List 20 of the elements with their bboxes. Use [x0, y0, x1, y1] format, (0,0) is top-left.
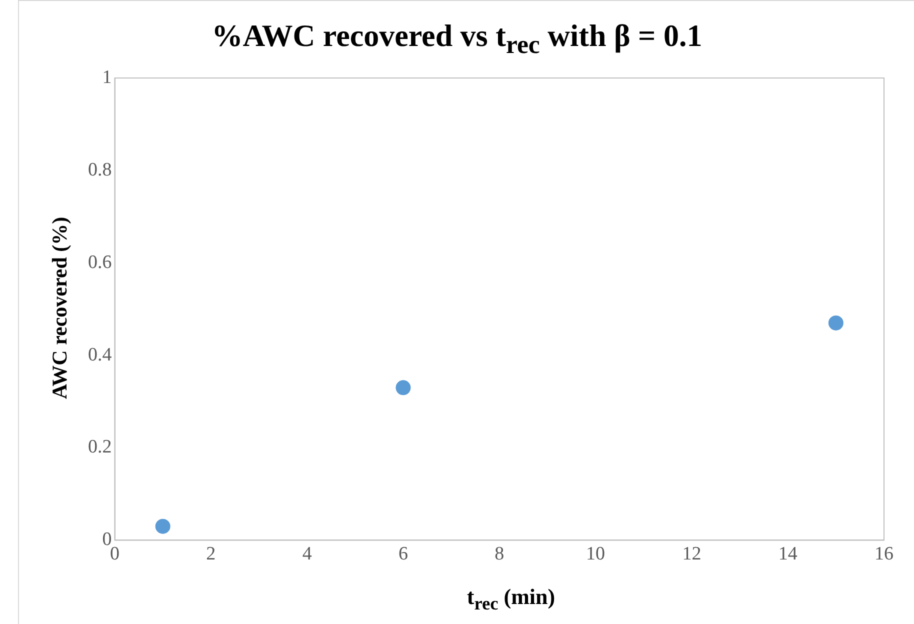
x-tick-label: 16 [874, 544, 894, 565]
y-tick-label: 0.4 [88, 344, 112, 366]
point [396, 380, 411, 396]
point [828, 315, 844, 330]
point [155, 518, 170, 534]
y-tick-label: 0 [102, 529, 112, 550]
x-tick-label: 12 [682, 544, 702, 565]
chart-title: %AWC recovered vs t$_{rec}$ with β = 0.1 [210, 18, 704, 60]
y-tick-label: 0.8 [88, 159, 112, 180]
y-tick-label: 0.2 [88, 436, 112, 458]
x-axis-title: t$_{rec}$ (min) [466, 584, 556, 614]
x-tick-label: 8 [494, 544, 504, 565]
x-tick-label: 14 [778, 544, 798, 565]
x-tick-label: 6 [398, 544, 408, 565]
y-tick-label: 0.6 [88, 252, 112, 273]
x-tick-label: 2 [206, 544, 216, 565]
x-tick-label: 10 [586, 544, 606, 565]
y-axis-title: AWC recovered (%) [48, 216, 72, 400]
y-tick-label: 1 [102, 66, 112, 88]
x-tick-label: 4 [302, 544, 312, 565]
